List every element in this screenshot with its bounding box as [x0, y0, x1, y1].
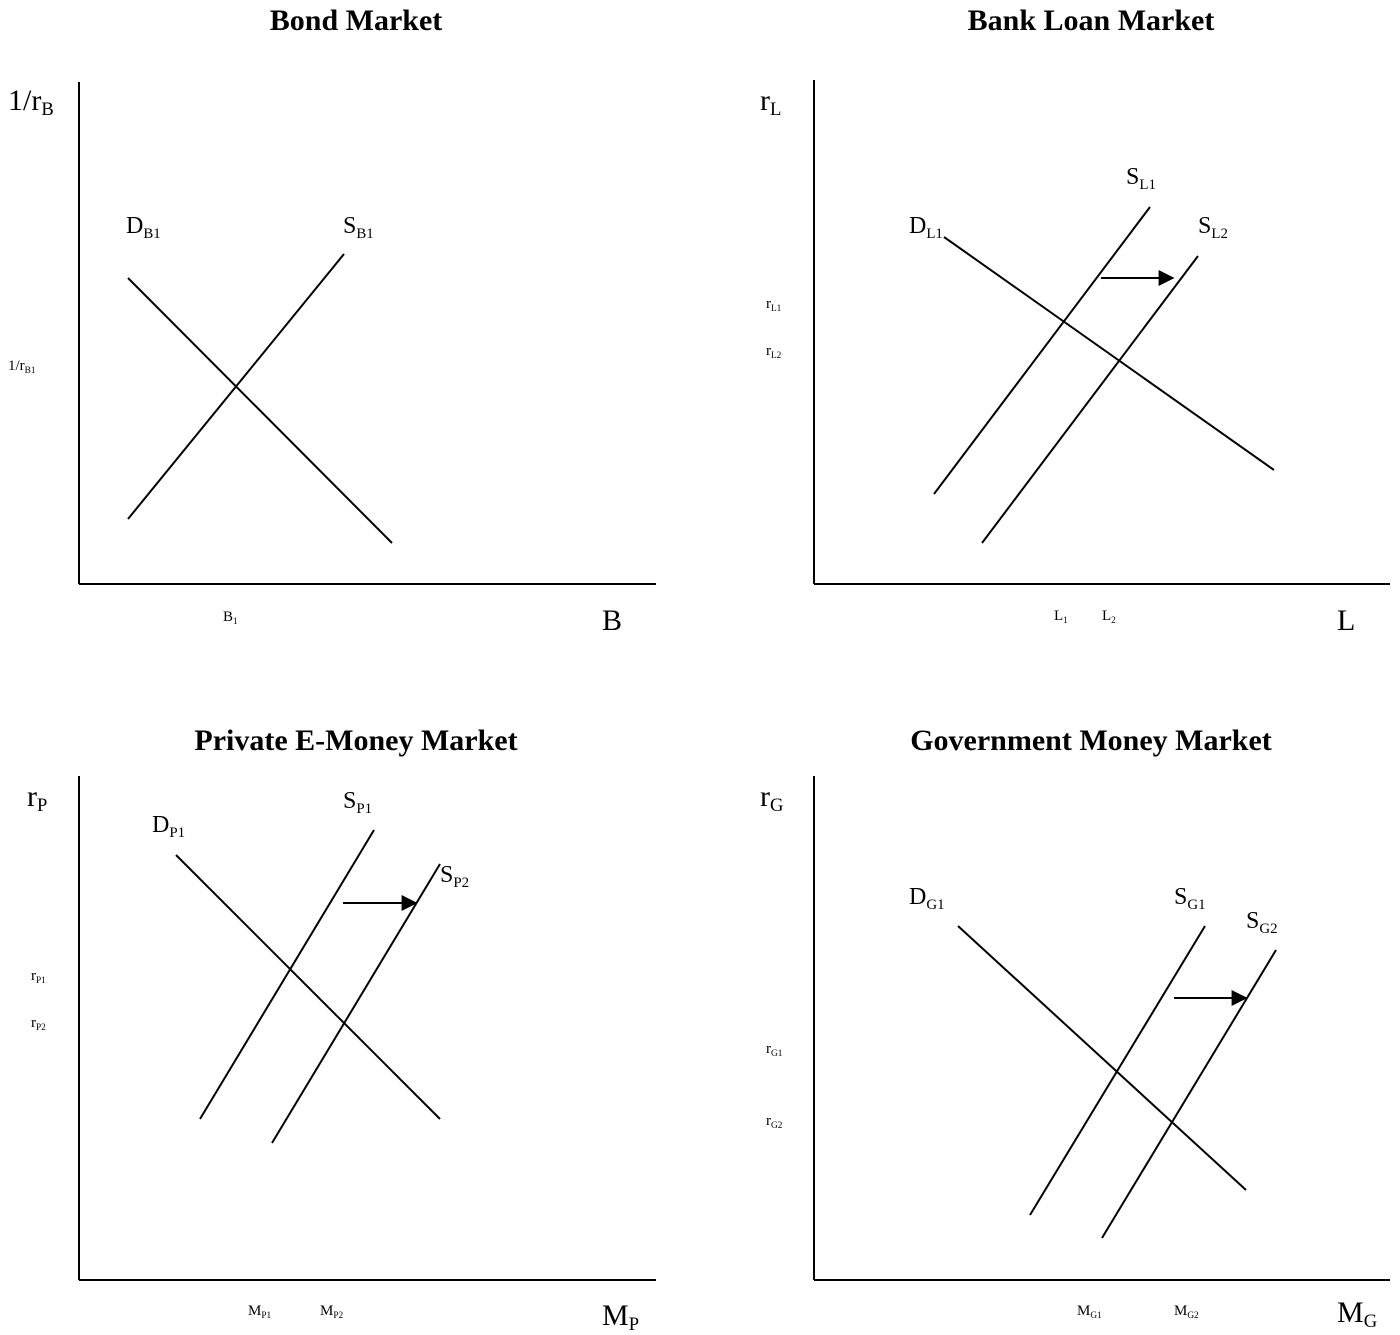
- x-axis-label: L: [1337, 604, 1355, 637]
- supply-curve-sl1: [933, 206, 1151, 495]
- curve-label-dg1: DG1: [909, 884, 945, 913]
- y-tick-label: rL2: [766, 343, 782, 361]
- demand-curve-dp1: [175, 854, 441, 1120]
- supply-curve-sp2: [271, 863, 441, 1144]
- x-tick-label: MP2: [320, 1303, 344, 1321]
- panel-title: Bond Market: [270, 4, 443, 37]
- y-axis-label: 1/rB: [8, 84, 54, 120]
- x-tick-label: L1: [1054, 608, 1068, 626]
- x-tick-label: MG2: [1174, 1303, 1199, 1321]
- y-tick-label: rP1: [31, 968, 46, 986]
- panel-title: Bank Loan Market: [968, 4, 1215, 37]
- supply-curve-sb1: [127, 253, 345, 520]
- panel-title: Private E-Money Market: [194, 724, 517, 757]
- bank-loan-market-panel: Bank Loan Market rL L DL1 SL1 SL2 rL1 rL…: [760, 4, 1390, 637]
- curve-label-sb1: SB1: [343, 213, 374, 242]
- supply-curve-sp1: [199, 829, 375, 1120]
- supply-curve-sl2: [981, 255, 1199, 544]
- bond-market-panel: Bond Market 1/rB B DB1 SB1 1/rB1 B1: [8, 4, 656, 637]
- demand-curve-db1: [127, 277, 393, 544]
- panel-title: Government Money Market: [910, 724, 1272, 757]
- y-axis-label: rP: [27, 780, 47, 816]
- x-tick-label: L2: [1102, 608, 1116, 626]
- private-emoney-market-panel: Private E-Money Market rP MP DP1 SP1 SP2…: [27, 724, 656, 1335]
- curve-label-sp1: SP1: [343, 788, 372, 817]
- y-tick-label: 1/rB1: [8, 358, 36, 376]
- x-tick-label: MG1: [1077, 1303, 1102, 1321]
- x-tick-label: MP1: [248, 1303, 272, 1321]
- curve-label-dp1: DP1: [152, 812, 185, 841]
- x-axis-label: MG: [1337, 1296, 1377, 1332]
- demand-curve-dl1: [943, 236, 1275, 471]
- y-axis-label: rG: [760, 780, 783, 816]
- curve-label-db1: DB1: [126, 213, 161, 242]
- curve-label-sp2: SP2: [440, 862, 469, 891]
- x-axis-label: B: [602, 604, 622, 637]
- curve-label-dl1: DL1: [909, 213, 943, 242]
- y-axis-label: rL: [760, 84, 781, 120]
- supply-curve-sg1: [1029, 925, 1206, 1216]
- demand-curve-dg1: [957, 925, 1247, 1191]
- x-tick-label: B1: [223, 609, 238, 627]
- curve-label-sg2: SG2: [1246, 908, 1278, 937]
- x-axis-label: MP: [602, 1299, 639, 1335]
- y-tick-label: rG1: [766, 1041, 783, 1059]
- y-tick-label: rP2: [31, 1015, 46, 1033]
- supply-curve-sg2: [1101, 949, 1277, 1239]
- government-money-market-panel: Government Money Market rG MG DG1 SG1 SG…: [760, 724, 1390, 1332]
- y-tick-label: rL1: [766, 296, 782, 314]
- curve-label-sg1: SG1: [1174, 884, 1206, 913]
- y-tick-label: rG2: [766, 1113, 783, 1131]
- curve-label-sl2: SL2: [1198, 213, 1228, 242]
- curve-label-sl1: SL1: [1126, 164, 1156, 193]
